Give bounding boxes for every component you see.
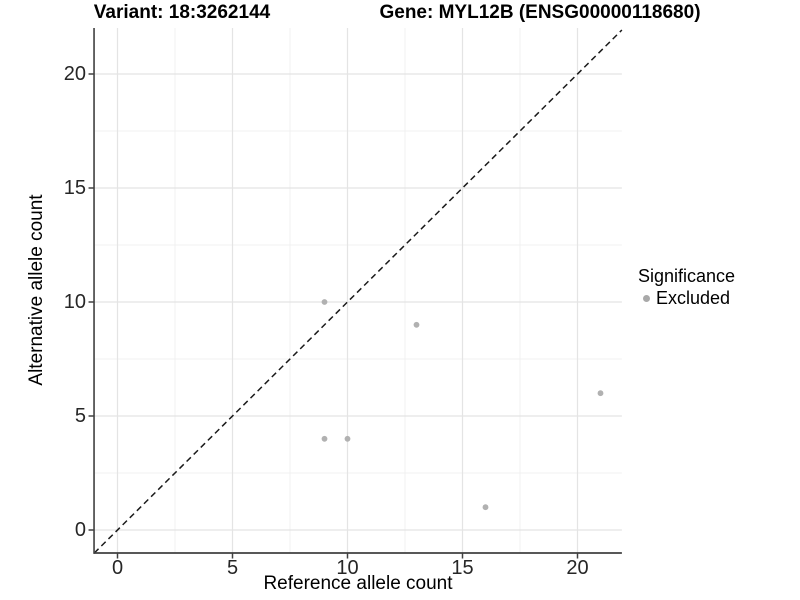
data-point [321,299,328,305]
legend-title: Significance [638,266,736,286]
x-tick-label: 10 [336,557,359,579]
identity-line [93,29,623,554]
data-point [344,435,351,442]
data-point [597,390,604,397]
data-point [413,321,420,328]
y-tick-label: 0 [74,519,86,541]
plot-title-gene: Gene: MYL12B (ENSG00000118680) [379,2,701,23]
data-point [321,435,328,442]
y-tick-label: 15 [63,177,86,199]
x-axis-title: Reference allele count [263,573,453,594]
data-point [482,504,489,511]
legend: Significance Excluded [638,266,735,309]
y-tick-label: 5 [74,405,86,427]
x-tick-label: 0 [111,557,124,579]
y-tick-label: 10 [63,291,86,313]
legend-item-excluded: Excluded [638,288,735,309]
y-tick-label: 20 [63,63,86,85]
plot-title-variant: Variant: 18:3262144 [93,2,271,23]
excluded-point-icon [643,295,650,302]
legend-item-label: Excluded [656,288,731,308]
x-tick-label: 20 [566,557,589,579]
x-tick-label: 5 [226,557,239,579]
x-tick-label: 15 [451,557,474,579]
